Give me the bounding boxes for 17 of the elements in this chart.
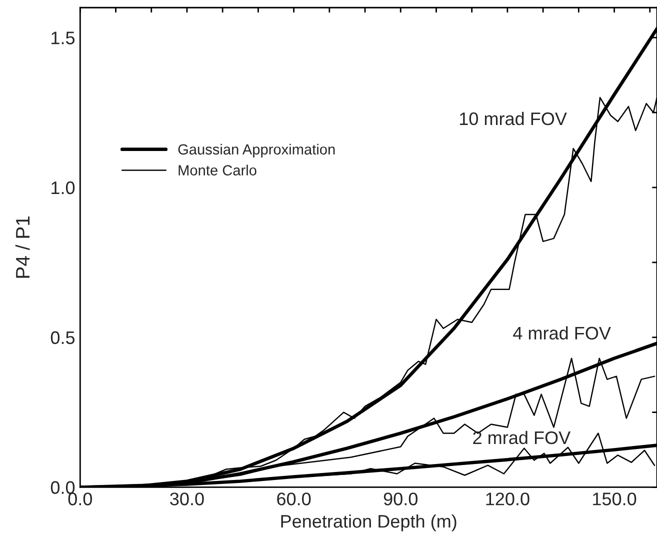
y-axis-title: P4 / P1: [15, 216, 30, 278]
x-tick-label: 120.0: [486, 492, 530, 506]
annotation: 10 mrad FOV: [460, 112, 567, 126]
x-tick-label: 0.0: [68, 492, 92, 506]
legend-label: Gaussian Approximation: [178, 144, 335, 158]
y-tick-label: 0.0: [50, 481, 75, 494]
x-tick-label: 90.0: [384, 492, 418, 506]
x-axis-title: Penetration Depth (m): [281, 514, 456, 532]
annotation: 4 mrad FOV: [513, 326, 611, 340]
annotation: 2 mrad FOV: [473, 430, 571, 444]
y-tick-label: 0.5: [50, 331, 75, 344]
y-tick-label: 1.0: [52, 181, 75, 194]
x-tick-label: 30.0: [170, 492, 204, 506]
y-tick-label: 1.5: [52, 32, 75, 44]
x-tick-label: 60.0: [277, 492, 311, 506]
legend-label: Monte Carlo: [178, 164, 256, 176]
x-tick-label: 150.0: [593, 492, 636, 506]
